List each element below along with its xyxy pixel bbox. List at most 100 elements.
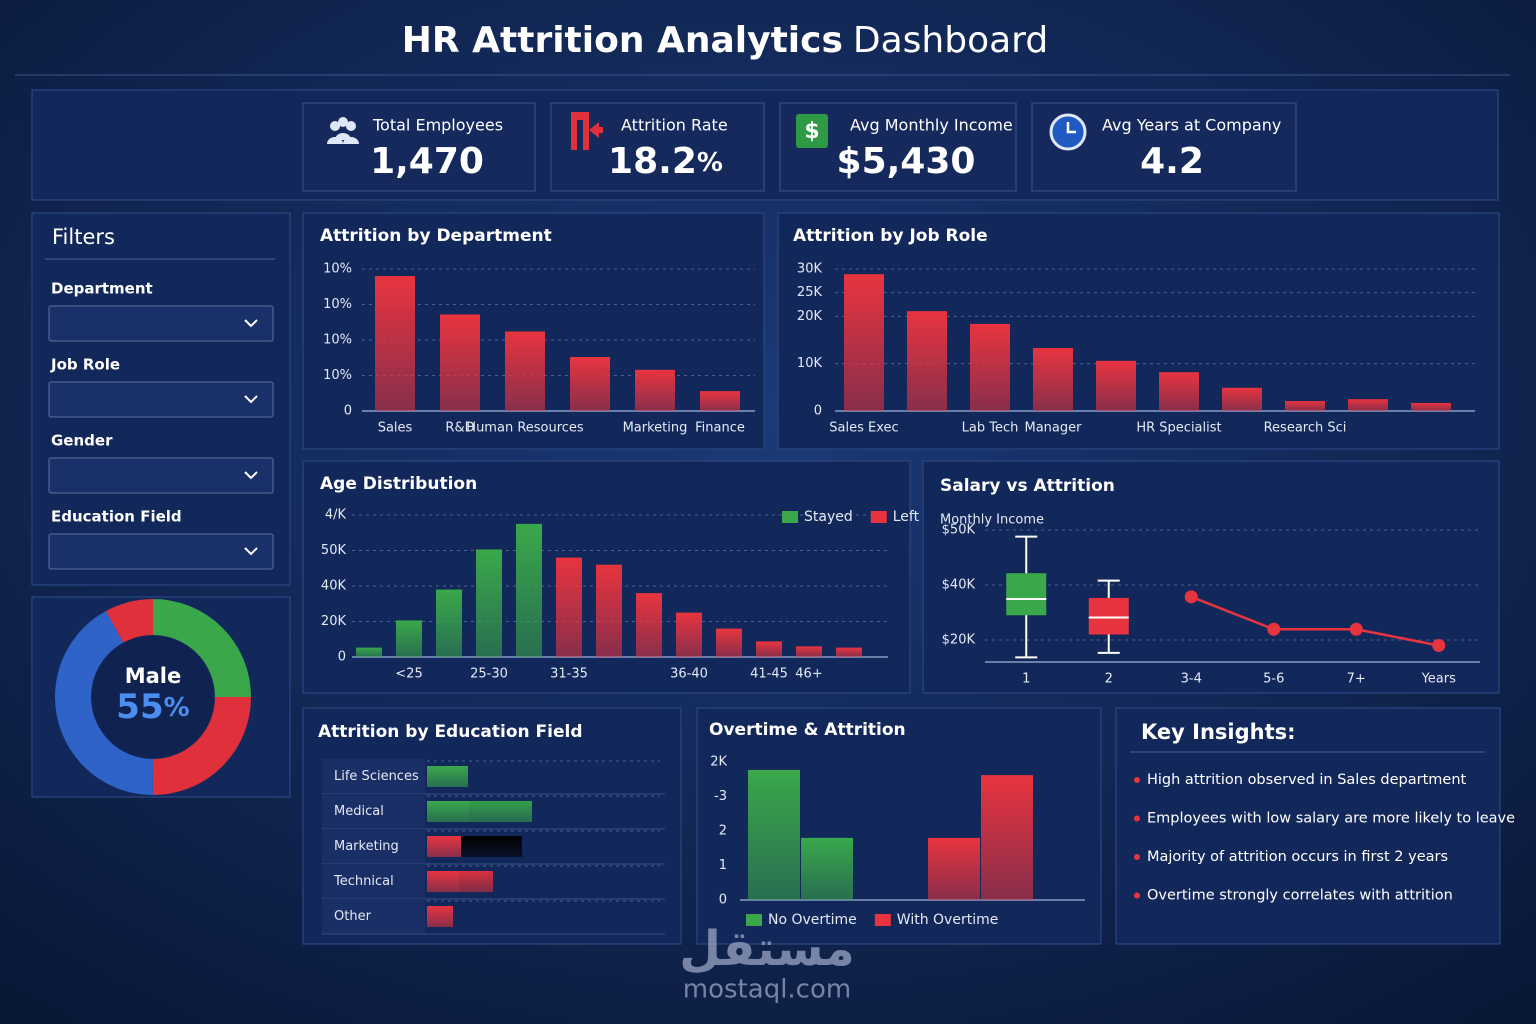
y-tick-label: 10% xyxy=(323,333,352,348)
y-tick-label: 10% xyxy=(323,368,352,383)
legend-swatch xyxy=(874,914,891,926)
insight-item: Majority of attrition occurs in first 2 … xyxy=(1147,849,1448,865)
x-tick-label: 7+ xyxy=(1347,672,1366,687)
bar xyxy=(748,769,800,900)
bar xyxy=(928,837,980,900)
y-axis-label: Monthly Income xyxy=(940,513,1044,528)
kpi-label: Avg Years at Company xyxy=(1102,116,1281,135)
gender-label: Male xyxy=(125,664,182,688)
x-tick-label: HR Specialist xyxy=(1136,421,1221,436)
dropdown-chevron xyxy=(244,395,258,404)
bar xyxy=(907,311,947,411)
bar xyxy=(427,836,461,857)
bar xyxy=(570,357,610,411)
watermark-arabic: مستقل xyxy=(679,921,855,977)
gender-unit: % xyxy=(164,693,190,723)
kpi-icon xyxy=(335,133,351,140)
x-tick-label: 2 xyxy=(1105,672,1113,687)
row-label-cell xyxy=(322,759,425,793)
legend-label: With Overtime xyxy=(897,912,999,928)
bar xyxy=(1222,387,1262,411)
department-panel xyxy=(302,212,765,450)
bar xyxy=(440,314,480,411)
donut-segment xyxy=(55,599,251,795)
bar xyxy=(436,589,462,657)
y-tick-label: 25K xyxy=(797,285,823,300)
y-tick-label: $50K xyxy=(942,523,976,538)
bar xyxy=(596,564,622,657)
box-body xyxy=(1088,597,1129,635)
line-point xyxy=(1184,590,1198,604)
filter-dropdown[interactable] xyxy=(48,381,274,418)
insight-bullet xyxy=(1134,854,1140,860)
legend-label: Stayed xyxy=(804,509,853,525)
x-tick-label: 3-4 xyxy=(1181,672,1202,687)
bar xyxy=(756,641,782,657)
dropdown-chevron xyxy=(244,471,258,480)
kpi-number: 4.2 xyxy=(1140,141,1204,182)
line-point xyxy=(1267,622,1281,636)
kpi-value: 4.2 xyxy=(1140,141,1204,182)
title-bold: HR Attrition Analytics xyxy=(402,20,843,61)
legend-swatch xyxy=(782,511,798,523)
y-tick-label: 20K xyxy=(797,309,823,324)
x-tick-label: 46+ xyxy=(795,667,822,682)
bar xyxy=(505,331,545,411)
y-tick-label: 30K xyxy=(797,262,823,277)
x-tick-label: 41-45 xyxy=(750,667,788,682)
bar xyxy=(1033,348,1073,411)
insight-bullet xyxy=(1134,815,1140,822)
chart-title: Overtime & Attrition xyxy=(709,720,906,740)
bar xyxy=(1285,401,1325,411)
y-tick-label: 0 xyxy=(344,404,352,419)
filter-dropdown[interactable] xyxy=(48,305,274,342)
kpi-icon xyxy=(571,112,603,150)
y-tick-label: 4/K xyxy=(325,508,347,523)
legend-label: Left xyxy=(893,509,920,525)
kpi-value: 1,470 xyxy=(370,141,484,182)
bar xyxy=(427,801,469,822)
y-tick-label: 2K xyxy=(710,755,727,770)
job-role-panel xyxy=(777,212,1500,450)
chart-title: Attrition by Job Role xyxy=(793,226,988,246)
y-tick-label: 0 xyxy=(814,404,822,419)
line-point xyxy=(1349,622,1363,636)
watermark-latin: mostaql.com xyxy=(683,975,851,1005)
x-tick-label: Sales xyxy=(378,421,413,436)
filters-title: Filters xyxy=(52,225,115,249)
box-body xyxy=(1006,573,1047,616)
bar xyxy=(676,612,702,657)
kpi-label: Attrition Rate xyxy=(621,116,728,135)
kpi-icon xyxy=(796,114,828,148)
x-tick-label: Years xyxy=(1421,672,1457,687)
filters: Department Job Role Gender Education Field xyxy=(48,280,274,570)
kpi-value: $5,430 xyxy=(837,141,976,182)
x-tick-label: <25 xyxy=(395,667,422,682)
x-tick-label: 36-40 xyxy=(670,667,708,682)
filter-dropdown[interactable] xyxy=(48,457,274,494)
insights: High attrition observed in Sales departm… xyxy=(1134,772,1515,904)
y-tick-label: 20K xyxy=(321,614,347,629)
insight-item: High attrition observed in Sales departm… xyxy=(1147,772,1467,788)
bar xyxy=(476,549,502,657)
x-tick-label: Finance xyxy=(695,421,745,436)
y-tick-label: Marketing xyxy=(334,839,399,854)
bar xyxy=(635,369,675,411)
bar xyxy=(1159,372,1199,411)
kpi-value: 18.2% xyxy=(608,141,723,182)
bar xyxy=(801,837,853,900)
row-label-cell xyxy=(322,794,425,828)
insights-panel xyxy=(1115,707,1501,945)
filter-label: Job Role xyxy=(50,356,120,374)
x-tick-label: 1 xyxy=(1022,672,1030,687)
y-tick-label: 0 xyxy=(338,650,346,665)
charts: Attrition by Department 0 10% 10% 10% 10% Sale… xyxy=(318,226,1480,935)
y-tick-label: -3 xyxy=(714,789,727,804)
y-tick-label: 10% xyxy=(323,297,352,312)
filter-dropdown[interactable] xyxy=(48,533,274,570)
insight-item: Employees with low salary are more likel… xyxy=(1147,811,1515,827)
gender-number: 55 xyxy=(116,687,163,727)
filter-label: Department xyxy=(51,280,153,298)
x-tick-label: 25-30 xyxy=(470,667,508,682)
